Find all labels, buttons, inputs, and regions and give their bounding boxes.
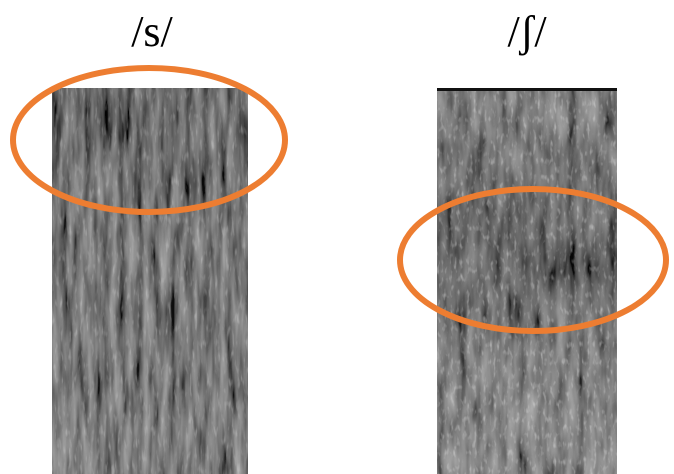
highlight-ellipse-s bbox=[10, 65, 288, 215]
highlight-ellipse-sh bbox=[397, 186, 669, 334]
phoneme-label-s: /s/ bbox=[131, 7, 173, 56]
phoneme-label-sh: /ʃ/ bbox=[507, 7, 547, 56]
spectrogram-s bbox=[52, 88, 248, 474]
spectrogram-sh bbox=[437, 88, 617, 474]
spectrogram-s-image bbox=[52, 88, 248, 474]
spectrogram-sh-image bbox=[437, 91, 617, 474]
